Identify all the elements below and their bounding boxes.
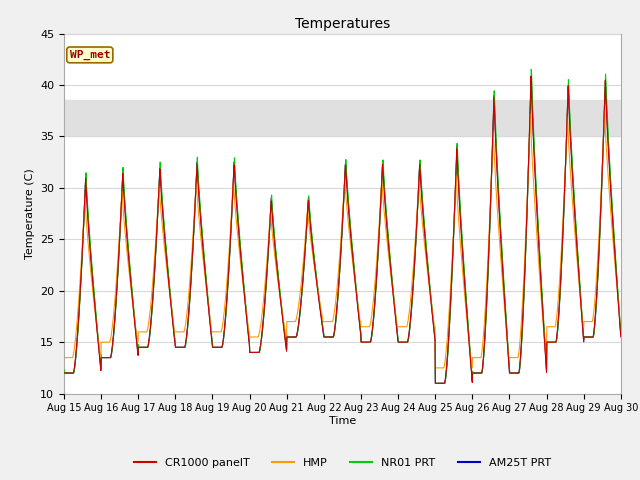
HMP [617, 319, 625, 324]
Line: CR1000 panelT: CR1000 panelT [64, 76, 621, 384]
NR01 PRT [60, 367, 68, 372]
CR1000 panelT [584, 334, 591, 340]
HMP [584, 319, 591, 324]
CR1000 panelT [617, 334, 625, 340]
CR1000 panelT [431, 381, 439, 386]
NR01 PRT [568, 156, 576, 161]
AM25T PRT [617, 332, 625, 338]
CR1000 panelT [527, 73, 535, 79]
NR01 PRT [358, 339, 366, 345]
AM25T PRT [60, 369, 68, 374]
HMP [431, 365, 439, 371]
CR1000 panelT [371, 303, 378, 309]
AM25T PRT [371, 304, 378, 310]
AM25T PRT [584, 334, 591, 340]
AM25T PRT [431, 381, 439, 386]
Line: AM25T PRT: AM25T PRT [64, 75, 621, 384]
HMP [504, 351, 512, 357]
NR01 PRT [584, 334, 591, 340]
NR01 PRT [617, 330, 625, 336]
Line: NR01 PRT: NR01 PRT [64, 69, 621, 384]
NR01 PRT [504, 349, 512, 355]
NR01 PRT [432, 381, 440, 386]
CR1000 panelT [504, 354, 512, 360]
Title: Temperatures: Temperatures [295, 17, 390, 31]
AM25T PRT [358, 339, 366, 345]
Text: WP_met: WP_met [70, 50, 110, 60]
X-axis label: Time: Time [329, 416, 356, 426]
CR1000 panelT [358, 339, 366, 345]
Line: HMP: HMP [64, 111, 621, 368]
AM25T PRT [504, 352, 512, 358]
HMP [60, 355, 68, 360]
CR1000 panelT [568, 167, 576, 172]
HMP [216, 329, 223, 335]
CR1000 panelT [216, 345, 223, 350]
AM25T PRT [527, 72, 535, 78]
HMP [601, 108, 609, 114]
Legend: CR1000 panelT, HMP, NR01 PRT, AM25T PRT: CR1000 panelT, HMP, NR01 PRT, AM25T PRT [129, 453, 556, 472]
AM25T PRT [216, 345, 223, 350]
HMP [371, 286, 378, 291]
CR1000 panelT [60, 370, 68, 376]
Bar [64, 100, 621, 136]
NR01 PRT [527, 66, 535, 72]
NR01 PRT [216, 345, 223, 350]
AM25T PRT [568, 162, 576, 168]
HMP [358, 324, 366, 330]
NR01 PRT [371, 306, 378, 312]
Y-axis label: Temperature (C): Temperature (C) [24, 168, 35, 259]
HMP [568, 190, 575, 195]
